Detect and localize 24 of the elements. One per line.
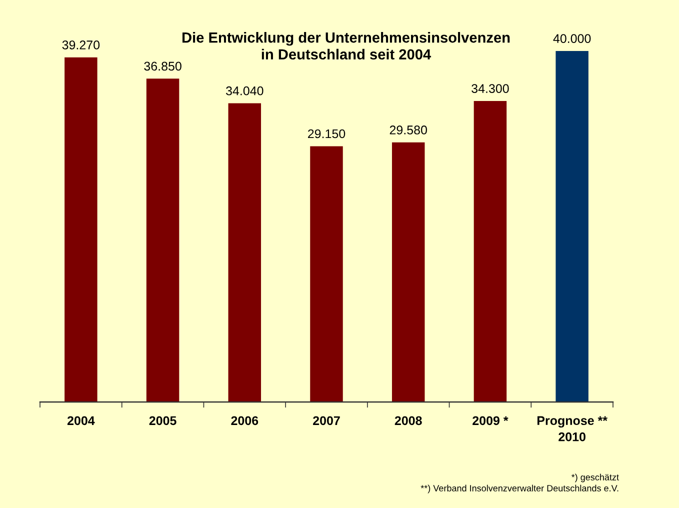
x-tick-label: 2007	[313, 416, 340, 426]
x-tick-label: 2008	[394, 416, 422, 426]
x-tick-label: Prognose ** 2010	[537, 416, 608, 442]
data-label: 36.850	[144, 62, 182, 71]
x-tick-label: 2004	[67, 416, 95, 426]
bar	[556, 51, 588, 402]
x-tick-label: 2006	[231, 416, 258, 426]
bar	[310, 146, 343, 402]
data-label: 34.040	[226, 86, 264, 96]
bar	[392, 142, 425, 402]
data-label: 34.300	[472, 84, 509, 93]
bar	[146, 78, 180, 402]
x-tick-label: 2009 *	[472, 416, 508, 426]
data-label: 29.580	[390, 126, 427, 134]
data-label: 40.000	[553, 34, 591, 43]
data-label: 29.150	[308, 129, 346, 138]
chart-title: Die Entwicklung der Unternehmensinsolvenzen in Deutschland seit 2004	[182, 32, 510, 60]
bar	[64, 57, 98, 402]
data-label: 39.270	[62, 40, 100, 50]
text: *) geschätzt	[571, 474, 619, 482]
bar	[474, 101, 507, 402]
text: **) Verband Insolvenzverwalter Deutschlands e.V.	[420, 484, 618, 494]
bar	[228, 103, 262, 402]
x-tick-label: 2005	[149, 416, 176, 426]
